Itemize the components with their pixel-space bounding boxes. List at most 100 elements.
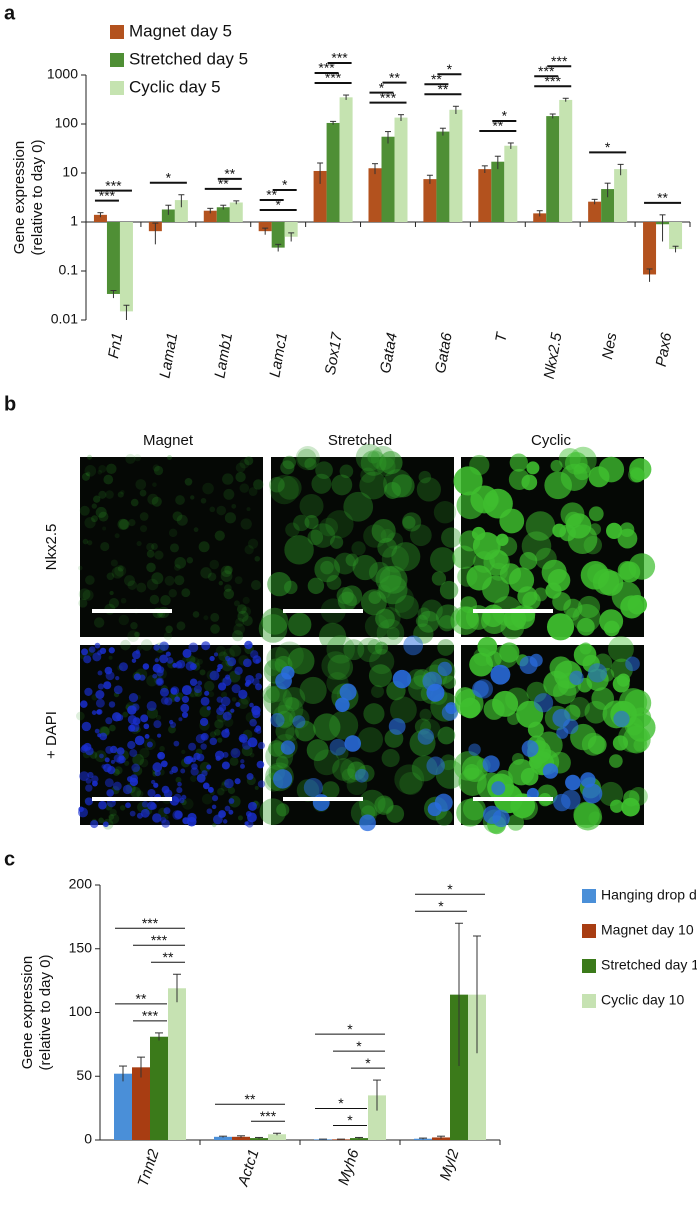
nucleus <box>257 741 265 750</box>
legend-swatch <box>582 959 596 973</box>
nucleus <box>246 773 254 781</box>
cell <box>164 575 175 586</box>
column-label: Magnet <box>143 432 194 449</box>
cell <box>127 630 140 642</box>
micrograph <box>450 446 656 641</box>
nucleus <box>160 760 168 768</box>
nucleus <box>235 702 241 707</box>
cell <box>275 641 304 671</box>
cell <box>572 603 601 633</box>
bar <box>214 1136 232 1140</box>
cell <box>304 457 317 471</box>
nucleus <box>240 759 245 764</box>
nucleus <box>426 756 445 775</box>
nucleus <box>171 766 179 773</box>
cell <box>313 713 341 741</box>
cell <box>114 766 123 775</box>
bar <box>106 222 120 294</box>
nucleus <box>181 794 187 800</box>
cell <box>332 758 355 781</box>
cell <box>509 453 528 472</box>
cell <box>140 639 153 651</box>
cell <box>75 711 85 721</box>
nucleus <box>217 682 227 691</box>
cell <box>461 755 489 783</box>
micrograph <box>77 453 264 642</box>
cell <box>136 582 147 593</box>
nucleus <box>221 761 230 770</box>
y-tick-label: 50 <box>76 1067 92 1083</box>
cell <box>254 785 259 790</box>
bar <box>216 207 230 222</box>
cell <box>87 540 93 546</box>
nucleus <box>206 706 211 711</box>
nucleus <box>206 764 212 770</box>
nucleus <box>146 701 157 712</box>
legend-swatch <box>582 889 596 903</box>
cell <box>203 615 209 621</box>
cell <box>192 611 200 618</box>
cell <box>441 527 462 548</box>
nucleus <box>625 656 640 672</box>
cell <box>198 541 210 553</box>
significance-label: ** <box>224 166 235 182</box>
cell <box>176 621 186 631</box>
panel-label: a <box>4 2 16 24</box>
nucleus <box>81 721 92 732</box>
nucleus <box>193 685 202 694</box>
nucleus <box>152 813 162 823</box>
cell <box>492 690 519 717</box>
nucleus <box>201 641 211 651</box>
cell <box>82 538 89 545</box>
cell <box>151 496 162 507</box>
nucleus <box>240 763 245 769</box>
cell <box>394 764 425 795</box>
nucleus <box>173 740 180 747</box>
significance-label: *** <box>151 932 168 948</box>
nucleus <box>202 782 210 790</box>
cell <box>152 464 160 472</box>
cell <box>209 506 216 513</box>
nucleus <box>186 816 197 827</box>
cell <box>603 620 620 637</box>
nucleus <box>250 650 259 659</box>
nucleus <box>230 708 235 713</box>
cell <box>108 814 115 820</box>
nucleus <box>103 681 112 690</box>
nucleus <box>153 720 162 729</box>
nucleus <box>257 780 266 788</box>
nucleus <box>227 657 237 667</box>
cell <box>247 538 259 549</box>
nucleus <box>542 763 559 779</box>
cell <box>259 798 287 826</box>
significance-label: *** <box>105 177 122 193</box>
cell <box>236 604 247 615</box>
cell <box>307 577 325 595</box>
cell <box>609 754 623 768</box>
cell <box>234 576 243 585</box>
cell <box>237 815 244 821</box>
nucleus <box>185 755 194 763</box>
nucleus <box>166 656 174 664</box>
nucleus <box>582 783 603 804</box>
nucleus <box>118 662 128 672</box>
cell <box>331 474 353 496</box>
nucleus <box>106 789 114 797</box>
cell <box>266 646 291 671</box>
bar <box>332 1139 350 1140</box>
cell <box>93 495 101 503</box>
cell <box>168 589 177 598</box>
cell <box>182 798 194 810</box>
bar <box>436 131 450 222</box>
cell <box>520 767 539 786</box>
cell <box>146 578 159 591</box>
cell <box>124 575 136 587</box>
bar <box>314 1139 332 1140</box>
nucleus <box>133 673 141 681</box>
y-tick-label: 1 <box>70 213 78 229</box>
legend-label: Magnet day 10 <box>601 922 694 938</box>
cell <box>98 464 107 473</box>
cell <box>209 731 217 738</box>
cell <box>108 598 120 609</box>
cell <box>351 541 366 556</box>
